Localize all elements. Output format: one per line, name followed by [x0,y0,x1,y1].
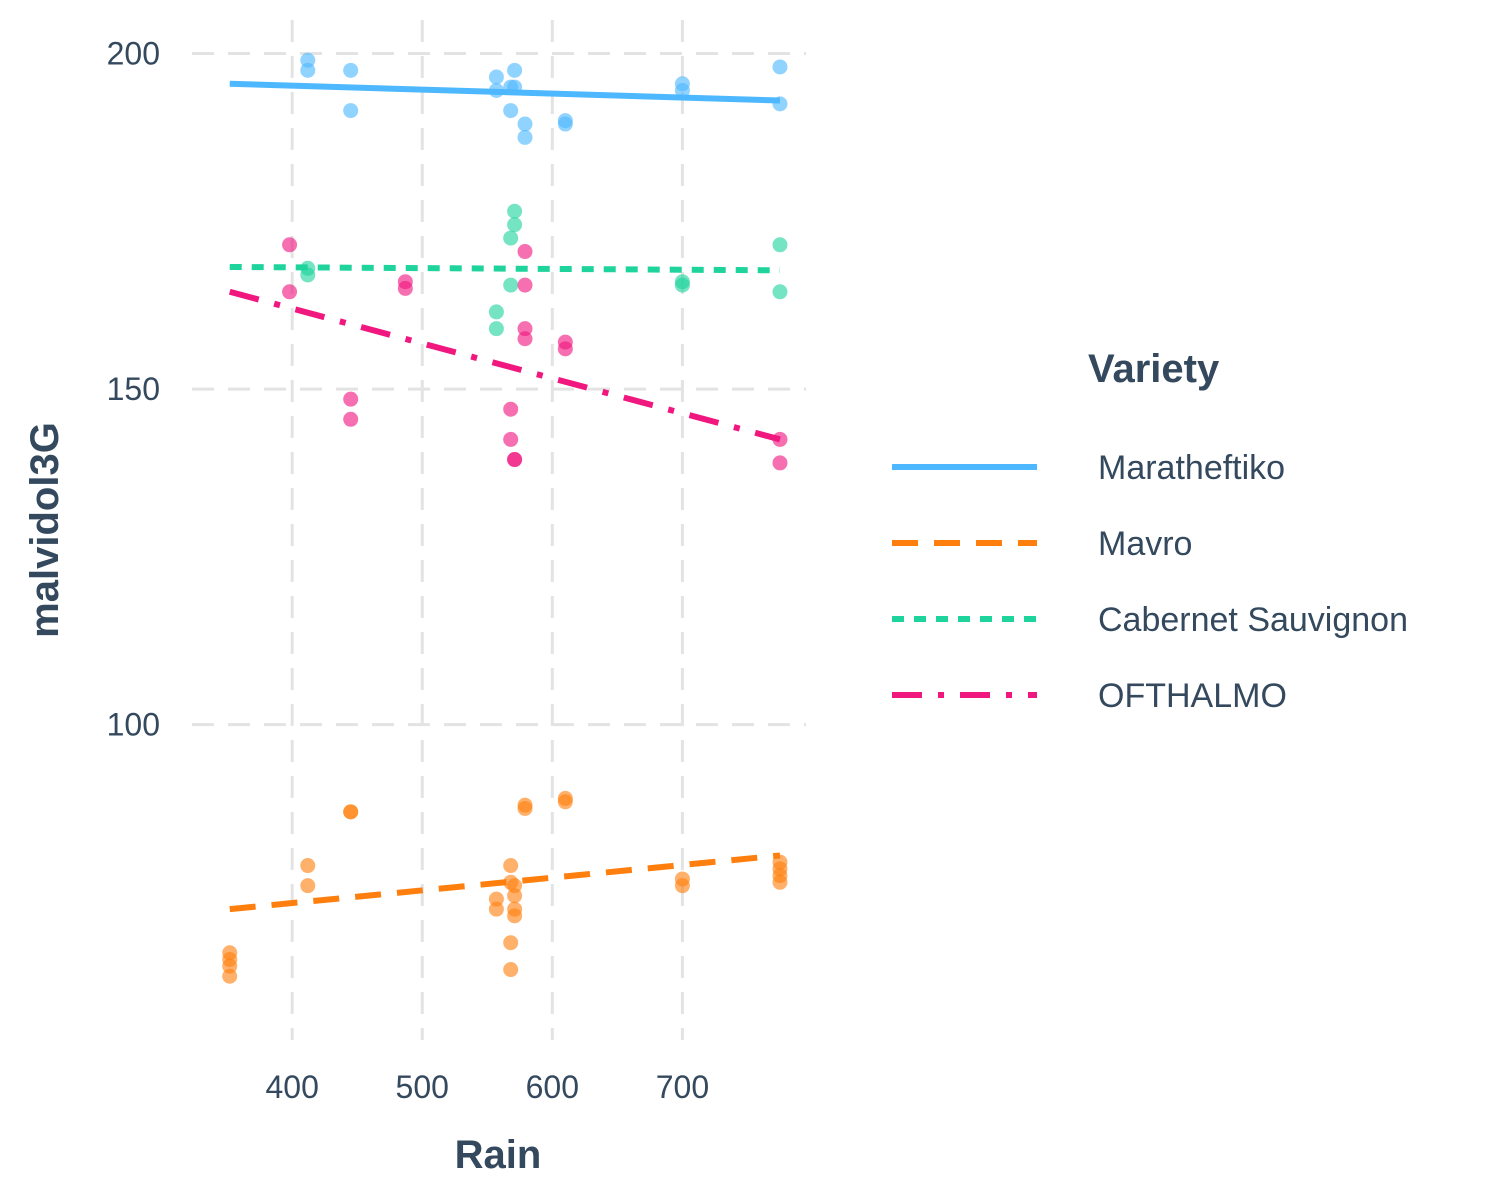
legend-item-ofthalmo: OFTHALMO [892,677,1287,715]
point-cabernet-sauvignon [674,277,690,293]
point-cabernet-sauvignon [488,304,504,320]
y-axis-title: malvidol3G [23,422,67,638]
point-ofthalmo [517,244,533,260]
point-maratheftiko [557,116,573,132]
point-mavro [557,794,573,810]
point-mavro [503,858,519,874]
point-mavro [300,858,316,874]
point-ofthalmo [507,452,523,468]
point-cabernet-sauvignon [300,267,316,283]
point-ofthalmo [397,280,413,296]
point-ofthalmo [282,237,298,253]
y-axis-ticks: 100 150 200 [107,36,160,743]
point-mavro [488,901,504,917]
point-cabernet-sauvignon [507,217,523,233]
point-ofthalmo [282,284,298,300]
legend: Variety Maratheftiko Mavro Cabernet Sauvig… [892,347,1408,715]
point-cabernet-sauvignon [507,203,523,219]
point-maratheftiko [343,103,359,119]
y-tick-label: 200 [107,36,160,72]
x-tick-label: 500 [396,1069,449,1105]
point-ofthalmo [503,431,519,447]
legend-item-mavro: Mavro [892,525,1192,563]
point-mavro [517,800,533,816]
grid-lines [192,20,806,1040]
point-ofthalmo [772,455,788,471]
point-ofthalmo [503,401,519,417]
legend-label-cabernet-sauvignon: Cabernet Sauvignon [1098,601,1408,639]
point-maratheftiko [300,62,316,78]
point-maratheftiko [517,116,533,132]
legend-item-cabernet-sauvignon: Cabernet Sauvignon [892,601,1408,639]
point-mavro [343,804,359,820]
legend-title: Variety [1088,347,1220,391]
point-cabernet-sauvignon [503,230,519,246]
y-tick-label: 150 [107,371,160,407]
trend-line-cabernet-sauvignon [229,263,781,274]
point-ofthalmo [557,341,573,357]
point-maratheftiko [674,82,690,98]
point-ofthalmo [517,277,533,293]
trend-line-ofthalmo [228,288,781,443]
point-mavro [222,968,238,984]
point-mavro [503,935,519,951]
point-maratheftiko [772,59,788,75]
x-tick-label: 700 [656,1069,709,1105]
trend-line-mavro [229,852,781,913]
trend-lines [228,80,781,913]
x-axis-ticks: 400 500 600 700 [265,1069,709,1105]
legend-label-maratheftiko: Maratheftiko [1098,449,1285,487]
point-cabernet-sauvignon [772,284,788,300]
point-cabernet-sauvignon [772,237,788,253]
point-ofthalmo [343,391,359,407]
trend-line-maratheftiko [229,80,781,104]
point-mavro [503,962,519,978]
legend-label-ofthalmo: OFTHALMO [1098,677,1287,715]
point-maratheftiko [343,62,359,78]
point-cabernet-sauvignon [503,277,519,293]
point-mavro [300,878,316,894]
point-maratheftiko [507,62,523,78]
point-ofthalmo [343,411,359,427]
point-ofthalmo [517,331,533,347]
point-mavro [507,888,523,904]
point-maratheftiko [488,69,504,85]
x-axis-title: Rain [455,1133,542,1177]
point-mavro [507,908,523,924]
legend-label-mavro: Mavro [1098,525,1192,563]
point-mavro [772,874,788,890]
point-cabernet-sauvignon [488,321,504,337]
x-tick-label: 400 [265,1069,318,1105]
legend-item-maratheftiko: Maratheftiko [892,449,1285,487]
data-points [222,52,788,984]
y-tick-label: 100 [107,707,160,743]
point-mavro [674,878,690,894]
point-maratheftiko [503,103,519,119]
point-maratheftiko [517,129,533,145]
x-tick-label: 600 [526,1069,579,1105]
